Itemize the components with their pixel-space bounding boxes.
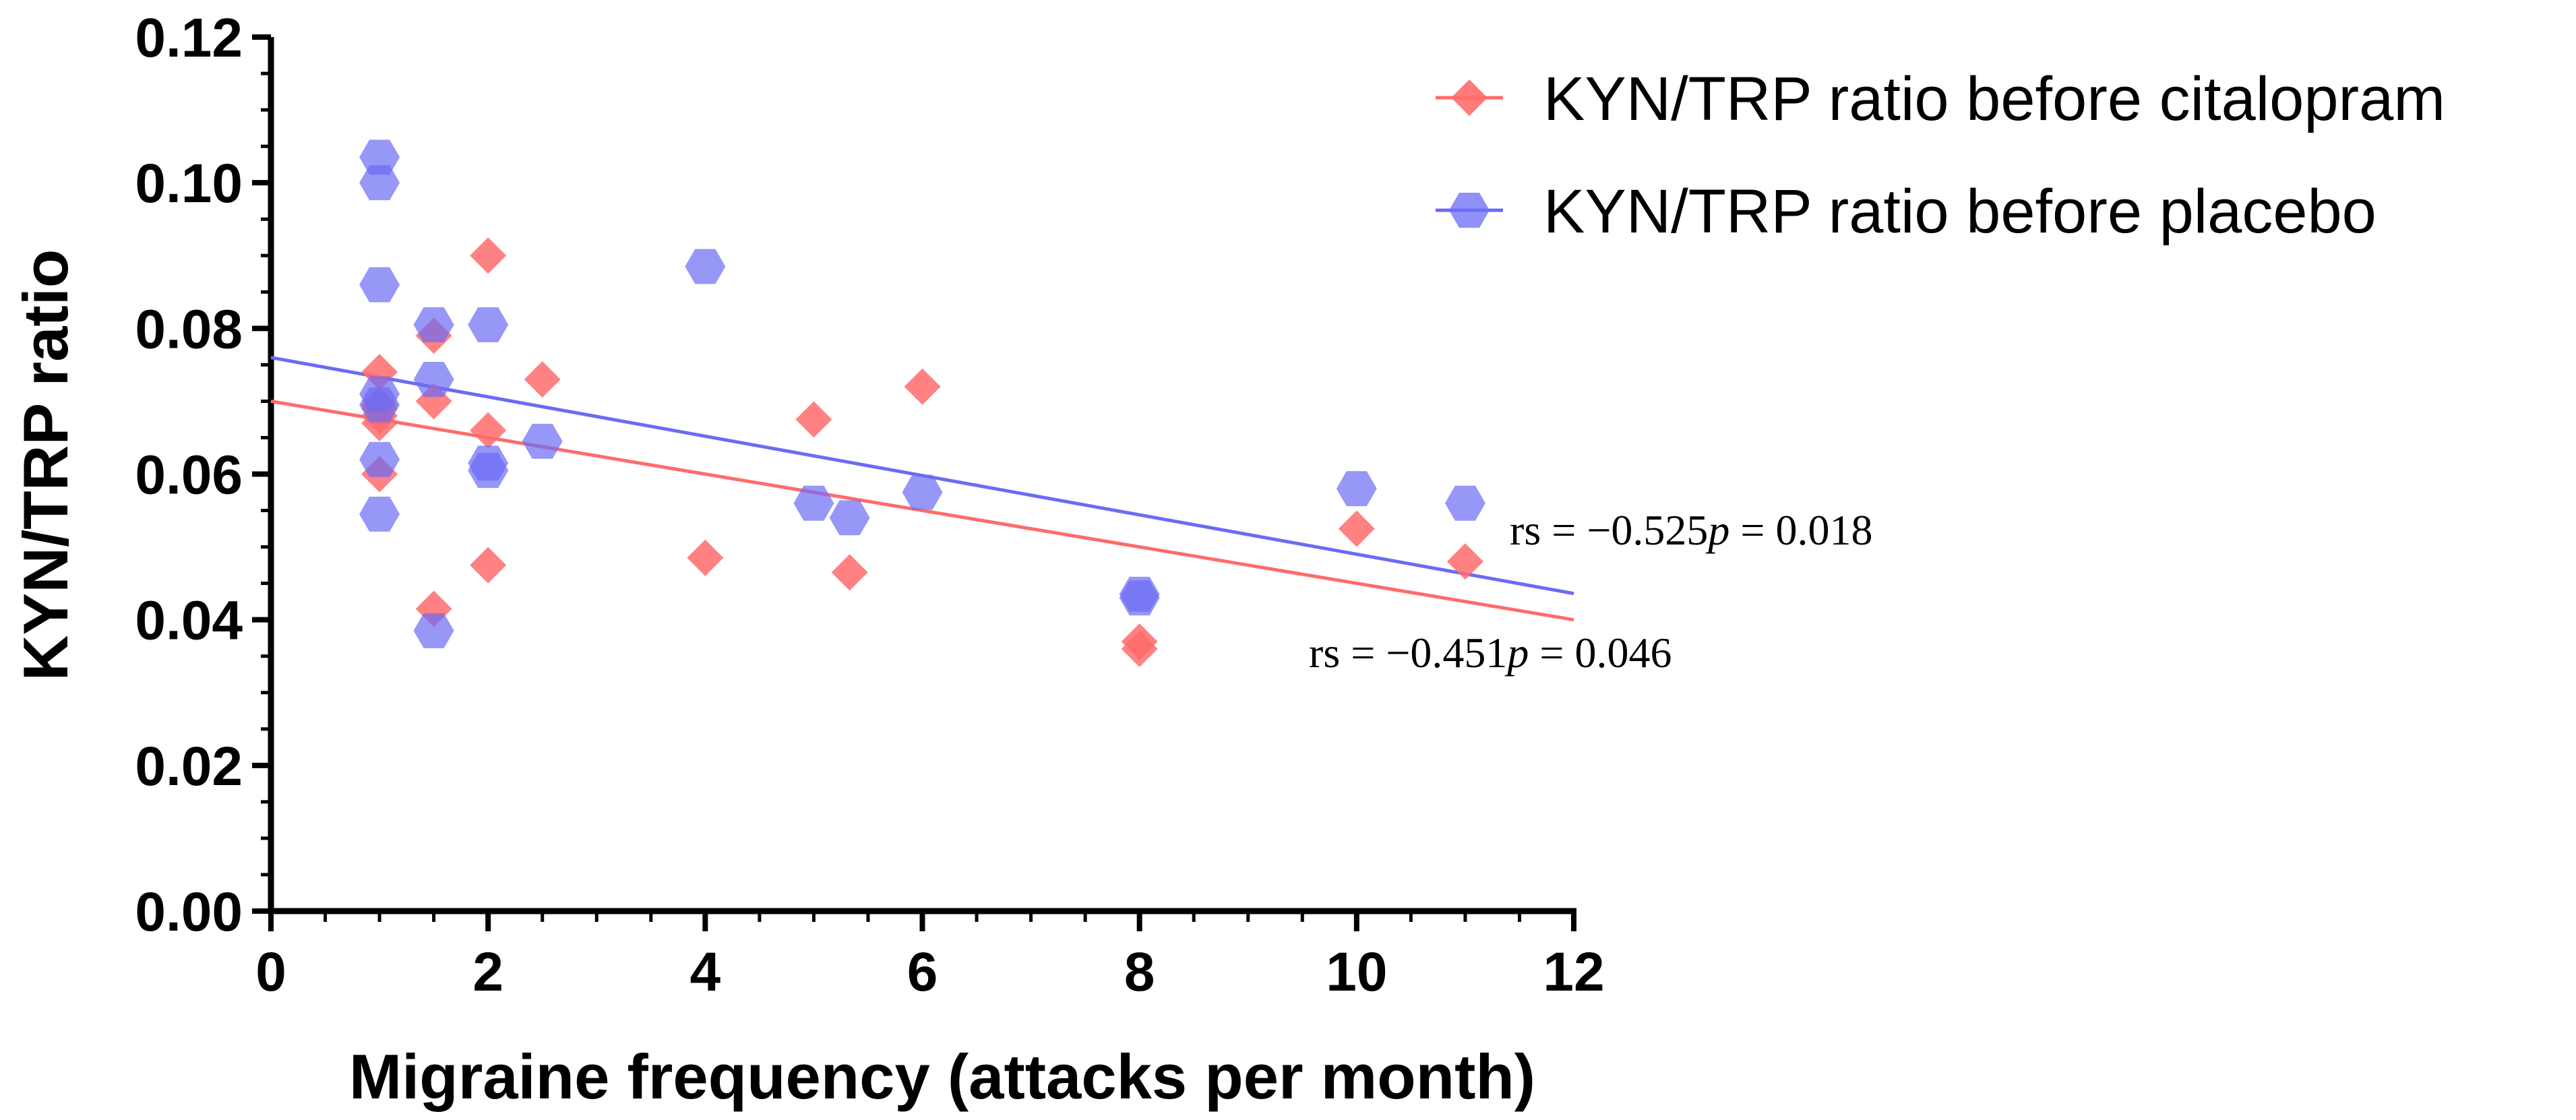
x-tick-label: 8 — [1124, 941, 1155, 1003]
y-tick-label: 0.10 — [135, 153, 243, 214]
data-point-placebo — [413, 307, 454, 342]
y-tick-label: 0.04 — [135, 590, 243, 652]
x-tick-label: 2 — [472, 941, 503, 1003]
y-tick-label: 0.06 — [135, 445, 243, 506]
data-point-placebo — [1119, 580, 1160, 616]
data-point-citalopram — [1338, 510, 1375, 547]
x-axis-title: Migraine frequency (attacks per month) — [349, 1041, 1535, 1112]
placebo-p-value: = 0.018 — [1729, 506, 1872, 554]
axes-layer: 0.00 0.02 0.04 0.06 0.08 0.10 0.12 0 2 4 6 8 10 12 — [135, 7, 1604, 1003]
data-point-citalopram — [524, 361, 561, 398]
points-layer — [359, 139, 1485, 667]
legend-marker-citalopram — [1451, 80, 1488, 116]
data-point-placebo — [1336, 471, 1377, 507]
y-tick-label: 0.02 — [135, 736, 243, 797]
data-point-placebo — [413, 362, 454, 397]
trendline-citalopram — [270, 399, 1574, 622]
data-point-placebo — [468, 453, 509, 489]
data-point-citalopram — [470, 547, 507, 584]
data-point-citalopram — [470, 237, 507, 274]
data-point-citalopram — [1446, 543, 1483, 580]
data-point-placebo — [359, 497, 400, 532]
data-point-placebo — [793, 485, 834, 521]
placebo-p-symbol: p — [1705, 506, 1729, 554]
y-tick-label: 0.12 — [135, 7, 243, 69]
x-tick-label: 12 — [1543, 941, 1604, 1003]
data-point-citalopram — [687, 539, 724, 576]
placebo-correlation-annotation: rs = −0.525p = 0.018 — [1510, 506, 1873, 554]
data-point-citalopram — [1121, 630, 1158, 667]
x-tick-label: 4 — [690, 941, 721, 1003]
y-axis-title: KYN/TRP ratio — [10, 249, 81, 681]
data-point-placebo — [902, 474, 943, 510]
data-point-placebo — [413, 613, 454, 648]
legend-marker-placebo — [1449, 193, 1490, 228]
x-tick-label: 10 — [1326, 941, 1387, 1003]
data-point-placebo — [1444, 485, 1485, 521]
data-point-placebo — [359, 387, 400, 423]
data-point-citalopram — [795, 401, 832, 438]
x-tick-label: 6 — [907, 941, 938, 1003]
data-point-citalopram — [831, 554, 868, 591]
citalopram-correlation-annotation: rs = −0.451p = 0.046 — [1309, 629, 1672, 677]
data-point-placebo — [359, 441, 400, 477]
data-point-placebo — [359, 267, 400, 303]
y-tick-label: 0.00 — [135, 881, 243, 943]
placebo-rs-value: rs = −0.525 — [1510, 506, 1708, 554]
citalopram-rs-value: rs = −0.451 — [1309, 629, 1507, 677]
legend: KYN/TRP ratio before citalopram KYN/TRP … — [1436, 65, 2445, 246]
data-point-placebo — [685, 249, 726, 284]
data-point-placebo — [359, 165, 400, 201]
x-tick-label: 0 — [255, 941, 286, 1003]
data-point-placebo — [829, 500, 870, 536]
data-point-placebo — [468, 307, 509, 342]
data-point-placebo — [522, 423, 563, 459]
legend-label-placebo: KYN/TRP ratio before placebo — [1543, 177, 2376, 246]
legend-label-citalopram: KYN/TRP ratio before citalopram — [1543, 65, 2445, 133]
data-point-citalopram — [904, 368, 941, 405]
citalopram-p-value: = 0.046 — [1529, 629, 1672, 677]
y-tick-label: 0.08 — [135, 299, 243, 360]
data-point-citalopram — [470, 412, 507, 449]
citalopram-p-symbol: p — [1504, 629, 1529, 677]
